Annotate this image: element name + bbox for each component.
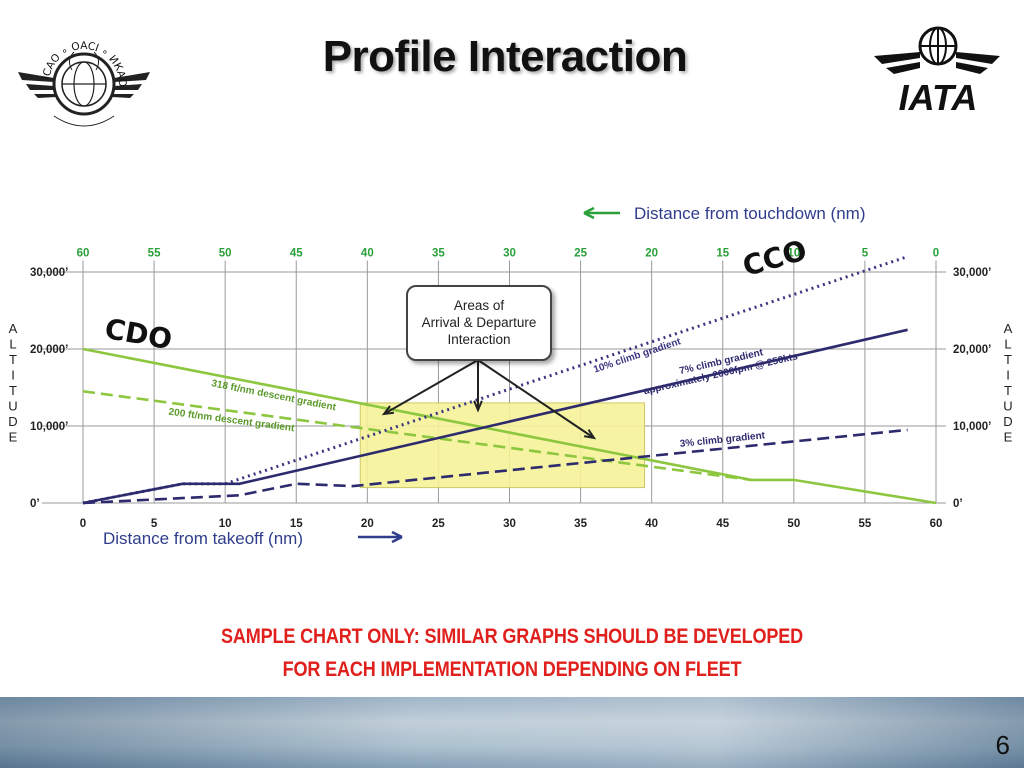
top-axis-title: Distance from touchdown (nm) [634,204,865,223]
y-axis-label-right-letter: T [1004,352,1012,367]
bottom-tick-label: 15 [290,518,303,530]
y-tick-label-left: 20,000’ [30,344,68,356]
callout-arrow [477,359,595,439]
y-axis-label-right-letter: E [1004,430,1013,445]
iata-logo-text: IATA [899,77,978,117]
interaction-area-highlight [359,402,646,489]
y-axis-label-right-letter: D [1003,414,1012,429]
bottom-tick-label: 40 [645,518,658,530]
bottom-tick-label: 20 [361,518,374,530]
top-tick-label: 10 [787,247,800,259]
y-axis-label-right-letter: I [1006,368,1010,383]
top-tick-label: 15 [716,247,729,259]
y-tick-label-right: 30,000’ [953,267,991,279]
bottom-tick-label: 35 [574,518,587,530]
y-axis-label-left-letter: E [9,430,18,445]
y-axis-label-right-letter: U [1003,399,1012,414]
top-tick-label: 60 [77,247,90,259]
y-tick-label-right: 10,000’ [953,421,991,433]
y-axis-label-left-letter: A [9,321,18,336]
top-tick-label: 40 [361,247,374,259]
top-tick-label: 25 [574,247,587,259]
callout-arrow [383,359,479,415]
series-label: 10% climb gradient [592,336,683,375]
y-tick-label-right: 20,000’ [953,344,991,356]
bottom-tick-label: 10 [219,518,232,530]
slide-title: Profile Interaction [322,32,688,81]
y-axis-label-right-letter: A [1004,321,1013,336]
top-tick-label: 35 [432,247,445,259]
bottom-tick-label: 0 [80,518,86,530]
y-tick-label-right: 0’ [953,498,963,510]
iata-logo: IATA [872,22,1002,122]
series-line [82,347,937,505]
series-line [82,390,752,482]
bottom-tick-label: 25 [432,518,445,530]
y-tick-label-left: 10,000’ [30,421,68,433]
y-axis-label-left-letter: T [9,352,17,367]
y-axis-label-left-letter: T [9,383,17,398]
sample-note-line-1: SAMPLE CHART ONLY: SIMILAR GRAPHS SHOULD… [221,625,803,648]
bottom-tick-label: 5 [151,518,158,530]
page-number: 6 [995,730,1010,760]
top-axis-arrow [583,206,620,220]
y-axis-label-left-letter: L [9,337,16,352]
bottom-tick-label: 55 [859,518,872,530]
y-axis-label-left-letter: U [8,399,17,414]
bottom-tick-label: 45 [716,518,729,530]
top-tick-label: 50 [219,247,232,259]
y-axis-label-left-letter: I [11,368,15,383]
series-line [82,328,908,505]
callout-arrowhead [583,429,597,440]
callout-arrowhead [381,405,395,416]
y-axis-label-left-letter: D [8,414,17,429]
top-tick-label: 55 [148,247,161,259]
bottom-tick-label: 60 [930,518,943,530]
callout-text: Areas of Arrival & Departure Interaction [421,298,537,347]
top-tick-label: 20 [645,247,658,259]
bottom-tick-label: 30 [503,518,516,530]
bottom-axis-arrow [358,530,403,544]
bottom-axis-title: Distance from takeoff (nm) [103,529,303,548]
top-tick-label: 5 [862,247,869,259]
callout-arrowhead [473,400,483,413]
top-tick-label: 45 [290,247,303,259]
sample-note-line-2: FOR EACH IMPLEMENTATION DEPENDING ON FLE… [282,658,742,681]
y-tick-label-left: 30,000’ [30,267,68,279]
y-axis-label-right-letter: L [1004,337,1011,352]
top-tick-label: 0 [933,247,939,259]
y-axis-label-right-letter: T [1004,383,1012,398]
series-line [82,428,908,505]
bottom-tick-label: 50 [787,518,800,530]
icao-logo: ICAO ∘ OACI ∘ ИКАО [14,20,154,155]
y-tick-label-left: 0’ [30,498,40,510]
top-tick-label: 30 [503,247,516,259]
sky-footer-band [0,697,1024,768]
interaction-callout: Areas of Arrival & Departure Interaction [406,285,552,361]
